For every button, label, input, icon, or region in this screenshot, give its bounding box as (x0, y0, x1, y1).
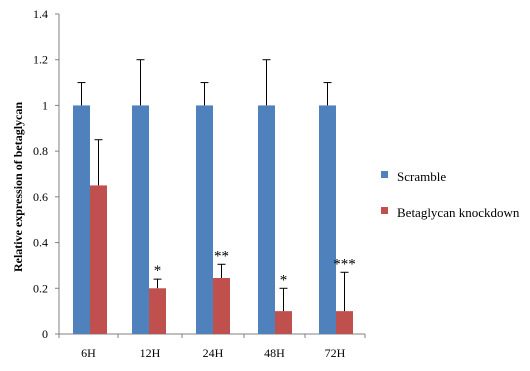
x-tick-label: 48H (264, 346, 285, 360)
significance-marker: ** (214, 248, 229, 264)
significance-annotations: ******* (154, 248, 356, 288)
y-tick-label: 0.4 (33, 236, 48, 250)
significance-marker: * (280, 272, 288, 288)
significance-marker: *** (333, 256, 356, 272)
x-tick-label: 24H (203, 346, 224, 360)
x-axis: 6H 12H 24H 48H 72H (58, 333, 366, 360)
bar-scramble (196, 105, 213, 334)
y-tick-label: 0.6 (33, 190, 48, 204)
x-tick-label: 6H (81, 346, 96, 360)
bar-knockdown (275, 311, 292, 334)
y-tick-label: 1.4 (33, 7, 48, 21)
x-tick-label: 72H (325, 346, 346, 360)
bars (73, 105, 353, 334)
bar-knockdown (149, 288, 166, 334)
bar-knockdown (90, 185, 107, 334)
y-tick-label: 1.2 (33, 53, 48, 67)
y-tick-label: 1 (42, 98, 48, 112)
error-bars (77, 59, 349, 312)
bar-scramble (258, 105, 275, 334)
legend: Scramble Betaglycan knockdown (381, 169, 520, 220)
y-axis: 0 0.2 0.4 0.6 0.8 1 1.2 1.4 (33, 7, 60, 341)
y-tick-label: 0.8 (33, 144, 48, 158)
bar-scramble (73, 105, 90, 334)
x-tick-label: 12H (140, 346, 161, 360)
significance-marker: * (154, 263, 162, 279)
legend-swatch (381, 171, 388, 178)
y-tick-label: 0 (42, 327, 48, 341)
bar-scramble (132, 105, 149, 334)
bar-knockdown (213, 278, 230, 334)
legend-label: Scramble (397, 169, 446, 184)
y-axis-label: Relative expression of betaglycan (11, 102, 25, 272)
y-tick-label: 0.2 (33, 281, 48, 295)
legend-swatch (381, 207, 388, 214)
bar-scramble (319, 105, 336, 334)
bar-knockdown (336, 311, 353, 334)
legend-label: Betaglycan knockdown (397, 205, 520, 220)
